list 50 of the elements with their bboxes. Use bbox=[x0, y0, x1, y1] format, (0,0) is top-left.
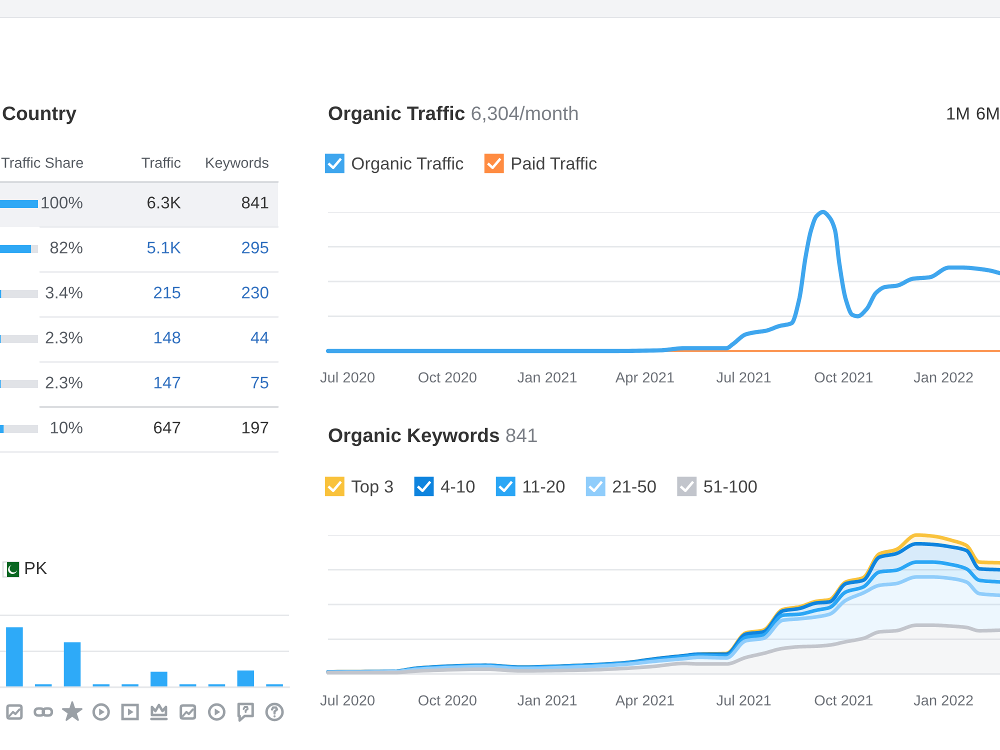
text: 148 bbox=[154, 332, 180, 344]
x-axis-title: Traffic Share bbox=[1, 157, 84, 168]
x-tick-label: Apr 2021 bbox=[615, 372, 674, 386]
legend-label: Paid Traffic bbox=[512, 156, 597, 170]
x-tick-label: Oct 2020 bbox=[418, 695, 476, 706]
x-tick-label: Oct 2021 bbox=[814, 372, 873, 383]
legend-label: 11-20 bbox=[523, 480, 565, 493]
x-tick-label: Oct 2020 bbox=[418, 372, 476, 383]
x-tick-label: Jan 2021 bbox=[518, 695, 577, 706]
category-label: Keywords bbox=[206, 157, 268, 171]
chart-title: Organic Traffic bbox=[328, 106, 465, 124]
chart-subtitle: 6,304/month bbox=[472, 106, 578, 123]
x-tick-label: Jul 2021 bbox=[716, 372, 771, 383]
data-label: 3.4% bbox=[46, 286, 82, 298]
x-tick-label: Apr 2021 bbox=[615, 695, 674, 708]
legend-label: Organic Traffic bbox=[352, 156, 464, 174]
text: 647 bbox=[154, 422, 180, 434]
legend-label: 51-100 bbox=[704, 480, 757, 493]
legend-label: Top 3 bbox=[352, 480, 393, 496]
x-tick-label: Jan 2021 bbox=[518, 372, 577, 383]
category-label: Traffic bbox=[142, 157, 181, 168]
data-label: 100% bbox=[42, 196, 82, 208]
text: 147 bbox=[154, 376, 180, 388]
text: 6.3K bbox=[148, 196, 181, 208]
x-tick-label: Jan 2022 bbox=[914, 372, 973, 383]
text: 295 bbox=[242, 242, 268, 254]
text: 197 bbox=[242, 422, 268, 434]
text: 5.1K bbox=[147, 242, 181, 254]
text: 6M bbox=[976, 107, 999, 120]
chart-subtitle: 841 bbox=[506, 428, 537, 442]
text: 75 bbox=[251, 376, 268, 388]
text: PK bbox=[25, 562, 47, 574]
text: 230 bbox=[242, 286, 268, 298]
x-tick-label: Oct 2021 bbox=[814, 695, 873, 706]
text: 44 bbox=[250, 332, 269, 344]
chart-title: Country bbox=[2, 106, 76, 124]
chart-title: Organic Keywords bbox=[328, 428, 500, 446]
x-tick-label: Jul 2020 bbox=[320, 372, 375, 383]
data-label: 2.3% bbox=[46, 332, 82, 344]
x-tick-label: Jul 2020 bbox=[320, 694, 375, 706]
data-label: 2.3% bbox=[46, 376, 82, 388]
legend-label: 4-10 bbox=[440, 480, 475, 493]
x-tick-label: Jan 2022 bbox=[914, 695, 973, 706]
text: 215 bbox=[154, 286, 180, 298]
text: 841 bbox=[242, 196, 268, 208]
x-tick-label: Jul 2021 bbox=[716, 694, 771, 706]
data-label: 10% bbox=[50, 422, 82, 434]
legend-label: 21-50 bbox=[612, 480, 656, 493]
text: 1M bbox=[947, 108, 969, 120]
data-label: 82% bbox=[50, 242, 82, 254]
